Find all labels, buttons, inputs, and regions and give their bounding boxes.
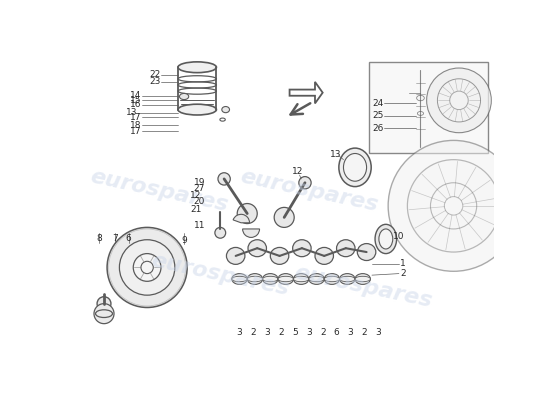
Text: 22: 22 bbox=[149, 70, 161, 80]
Circle shape bbox=[218, 173, 230, 185]
Ellipse shape bbox=[355, 276, 371, 282]
Text: 17: 17 bbox=[130, 113, 141, 122]
Ellipse shape bbox=[232, 274, 248, 284]
Text: 2: 2 bbox=[361, 328, 367, 338]
Text: 10: 10 bbox=[393, 232, 405, 241]
Ellipse shape bbox=[343, 154, 367, 181]
Text: 16: 16 bbox=[130, 100, 141, 110]
Ellipse shape bbox=[379, 229, 393, 249]
Ellipse shape bbox=[178, 104, 217, 115]
Text: 25: 25 bbox=[372, 111, 384, 120]
Ellipse shape bbox=[294, 276, 309, 282]
Ellipse shape bbox=[179, 94, 189, 100]
Text: eurospares: eurospares bbox=[238, 166, 380, 215]
Text: 17: 17 bbox=[130, 127, 141, 136]
Text: 3: 3 bbox=[306, 328, 312, 338]
Text: 20: 20 bbox=[194, 197, 205, 206]
Ellipse shape bbox=[309, 274, 324, 284]
Circle shape bbox=[94, 304, 114, 324]
Ellipse shape bbox=[309, 276, 324, 282]
Ellipse shape bbox=[337, 240, 355, 257]
Text: eurospares: eurospares bbox=[88, 166, 229, 215]
Wedge shape bbox=[233, 214, 250, 223]
Text: 2: 2 bbox=[400, 269, 405, 278]
Text: 12: 12 bbox=[190, 190, 201, 200]
Ellipse shape bbox=[294, 274, 309, 284]
Ellipse shape bbox=[96, 310, 112, 318]
Ellipse shape bbox=[271, 248, 289, 264]
Text: 3: 3 bbox=[236, 328, 243, 338]
Text: eurospares: eurospares bbox=[292, 262, 433, 311]
Ellipse shape bbox=[358, 244, 376, 260]
Text: 19: 19 bbox=[194, 178, 205, 187]
Text: 2: 2 bbox=[278, 328, 284, 338]
Text: 18: 18 bbox=[130, 120, 141, 130]
Text: 3: 3 bbox=[375, 328, 381, 338]
Text: eurospares: eurospares bbox=[150, 251, 291, 300]
Circle shape bbox=[237, 204, 257, 224]
Ellipse shape bbox=[324, 276, 340, 282]
Ellipse shape bbox=[293, 240, 311, 257]
Ellipse shape bbox=[222, 106, 229, 113]
Text: 23: 23 bbox=[149, 77, 161, 86]
Text: 8: 8 bbox=[96, 234, 102, 244]
Text: 9: 9 bbox=[181, 236, 187, 245]
Circle shape bbox=[299, 176, 311, 189]
Circle shape bbox=[437, 79, 481, 122]
Text: 3: 3 bbox=[348, 328, 353, 338]
Text: 6: 6 bbox=[334, 328, 339, 338]
Circle shape bbox=[107, 228, 187, 308]
Text: 12: 12 bbox=[292, 168, 303, 176]
Ellipse shape bbox=[263, 276, 278, 282]
FancyBboxPatch shape bbox=[369, 62, 488, 153]
Text: 5: 5 bbox=[292, 328, 298, 338]
Circle shape bbox=[388, 140, 519, 271]
Ellipse shape bbox=[278, 274, 294, 284]
Text: 15: 15 bbox=[130, 96, 141, 105]
Ellipse shape bbox=[324, 274, 340, 284]
Ellipse shape bbox=[248, 274, 263, 284]
Text: 24: 24 bbox=[372, 99, 384, 108]
Text: 11: 11 bbox=[194, 221, 205, 230]
Text: 2: 2 bbox=[320, 328, 326, 338]
Ellipse shape bbox=[227, 248, 245, 264]
Ellipse shape bbox=[375, 224, 397, 254]
Ellipse shape bbox=[248, 240, 267, 257]
Text: 27: 27 bbox=[194, 184, 205, 194]
Circle shape bbox=[215, 228, 226, 238]
Circle shape bbox=[274, 207, 294, 228]
Circle shape bbox=[408, 160, 500, 252]
Text: 7: 7 bbox=[112, 234, 118, 244]
Ellipse shape bbox=[355, 274, 371, 284]
Wedge shape bbox=[243, 229, 260, 238]
Text: 2: 2 bbox=[251, 328, 256, 338]
Ellipse shape bbox=[339, 148, 371, 186]
Text: 6: 6 bbox=[126, 234, 131, 244]
Circle shape bbox=[133, 254, 161, 281]
Text: 1: 1 bbox=[400, 259, 406, 268]
Ellipse shape bbox=[178, 62, 217, 73]
Circle shape bbox=[119, 240, 175, 295]
Ellipse shape bbox=[315, 248, 333, 264]
Text: 26: 26 bbox=[372, 124, 384, 132]
Ellipse shape bbox=[248, 276, 263, 282]
Ellipse shape bbox=[340, 276, 355, 282]
Text: 14: 14 bbox=[130, 91, 141, 100]
Circle shape bbox=[97, 297, 111, 310]
Text: 3: 3 bbox=[265, 328, 270, 338]
Text: 21: 21 bbox=[190, 205, 201, 214]
Text: 13: 13 bbox=[330, 150, 342, 159]
Ellipse shape bbox=[340, 274, 355, 284]
Text: 13: 13 bbox=[126, 108, 138, 117]
Ellipse shape bbox=[278, 276, 294, 282]
Circle shape bbox=[427, 68, 491, 133]
Ellipse shape bbox=[232, 276, 248, 282]
Ellipse shape bbox=[263, 274, 278, 284]
